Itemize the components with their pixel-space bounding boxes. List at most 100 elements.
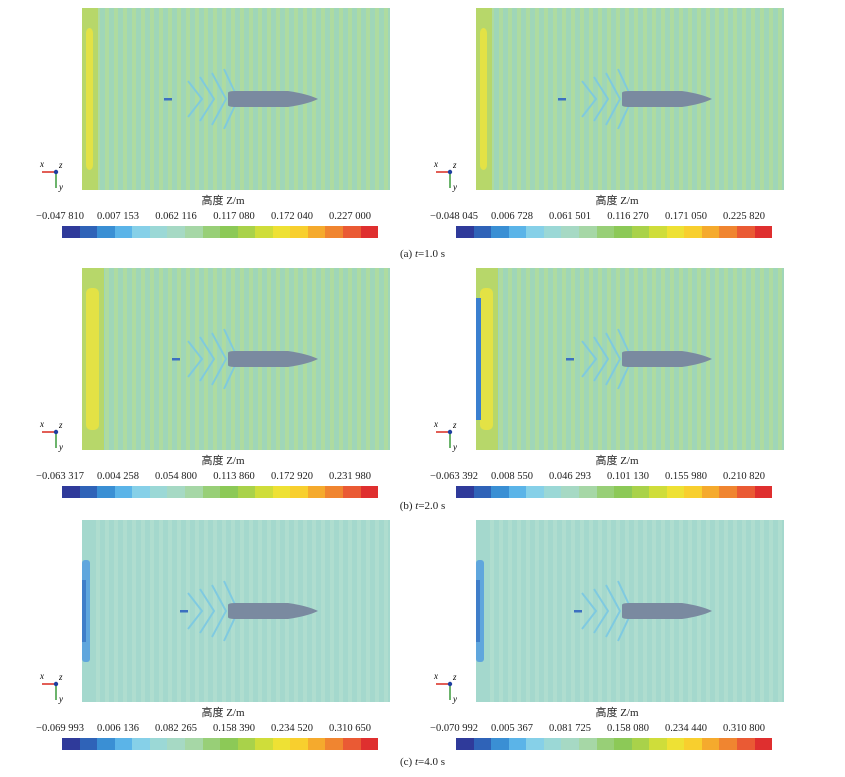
x-label: x [39, 160, 44, 169]
colorbar-swatch [649, 738, 667, 750]
colorbar [62, 486, 379, 498]
colorbar-swatch [614, 486, 632, 498]
colorbar-tick-label: 0.117 080 [213, 211, 255, 222]
colorbar [62, 226, 379, 238]
colorbar-tick-label: −0.069 993 [36, 723, 84, 734]
colorbar-tick-label: −0.047 810 [36, 211, 84, 222]
z-label: z [58, 420, 63, 430]
colorbar-swatch [220, 486, 238, 498]
colorbar-tick-label: 0.158 080 [607, 723, 649, 734]
colorbar [62, 738, 379, 750]
colorbar-title: 高度 Z/m [595, 707, 639, 719]
colorbar-swatch [167, 486, 185, 498]
z-label: z [58, 160, 63, 170]
caption-variable: t [415, 500, 419, 512]
x-label: x [39, 672, 44, 681]
marker [180, 610, 188, 613]
colorbar-swatch [79, 486, 98, 498]
marker [164, 98, 172, 101]
colorbar-swatch [666, 226, 685, 238]
colorbar-swatch [220, 738, 238, 750]
colorbar-swatch [307, 486, 326, 498]
colorbar-title: 高度 Z/m [201, 195, 245, 207]
subfigure-caption: (b) t=2.0 s [0, 500, 845, 512]
colorbar-swatch [543, 226, 562, 238]
colorbar-swatch [290, 738, 308, 750]
colorbar-ticks: −0.063 317 0.004 258 0.054 800 0.113 860 0.1… [36, 471, 380, 485]
colorbar-tick-label: 0.006 728 [491, 211, 533, 222]
contour-panel: x z y 高度 Z/m −0.048 045 0.006 728 0.061 501 0.1… [430, 8, 784, 240]
colorbar-swatch [456, 486, 474, 498]
colorbar-swatch [719, 738, 737, 750]
axes-triad: x z y [39, 420, 63, 452]
colorbar-swatch [526, 226, 544, 238]
colorbar-swatch [325, 738, 343, 750]
colorbar-swatch [754, 226, 773, 238]
wave-field [82, 8, 390, 190]
colorbar-tick-label: 0.113 860 [213, 471, 255, 482]
colorbar-tick-label: 0.158 390 [213, 723, 255, 734]
caption-prefix: (a) [399, 248, 415, 260]
caption-variable: t [414, 248, 419, 260]
colorbar-swatch [491, 738, 509, 750]
colorbar-swatch [184, 226, 203, 238]
colorbar-swatch [456, 226, 474, 238]
colorbar-ticks: −0.048 045 0.006 728 0.061 501 0.116 270 0.1… [430, 211, 774, 225]
colorbar-swatch [719, 486, 737, 498]
colorbar-swatch [561, 226, 579, 238]
colorbar-swatch [631, 738, 650, 750]
caption-variable: t [414, 756, 419, 768]
colorbar-tick-label: 0.046 293 [549, 471, 591, 482]
colorbar-tick-label: −0.063 317 [36, 471, 84, 482]
colorbar-tick-label: 0.116 270 [607, 211, 649, 222]
colorbar-swatch [184, 486, 203, 498]
colorbar-swatch [491, 226, 509, 238]
colorbar-tick-label: 0.234 440 [665, 723, 707, 734]
colorbar-swatch [701, 486, 720, 498]
wave-field [476, 268, 784, 450]
caption-suffix: =1.0 s [418, 248, 445, 260]
ship-hull [228, 603, 318, 619]
colorbar-swatch [754, 738, 773, 750]
colorbar-swatch [578, 738, 597, 750]
ship-hull [228, 91, 318, 107]
colorbar-tick-label: 0.054 800 [155, 471, 197, 482]
colorbar-swatch [167, 738, 185, 750]
colorbar-ticks: −0.069 993 0.006 136 0.082 265 0.158 390 0.2… [36, 723, 380, 737]
colorbar-swatch [149, 738, 168, 750]
colorbar-swatch [114, 226, 133, 238]
colorbar-swatch [561, 738, 579, 750]
ship-hull [228, 351, 318, 367]
colorbar-swatch [220, 226, 238, 238]
z-axis-dot [53, 429, 59, 435]
colorbar-swatch [149, 486, 168, 498]
colorbar-swatch [114, 486, 133, 498]
colorbar-swatch [167, 226, 185, 238]
colorbar [456, 738, 773, 750]
y-label: y [58, 182, 63, 192]
colorbar-swatch [473, 486, 492, 498]
colorbar-title: 高度 Z/m [201, 455, 245, 467]
colorbar-swatch [343, 486, 361, 498]
wave-field [82, 268, 390, 450]
colorbar-swatch [255, 226, 273, 238]
colorbar-swatch [701, 738, 720, 750]
colorbar-swatch [596, 486, 615, 498]
axes-triad: x z y [433, 160, 457, 192]
colorbar-swatch [272, 738, 291, 750]
x-label: x [39, 420, 44, 429]
colorbar-swatch [79, 738, 98, 750]
colorbar-tick-label: 0.172 040 [271, 211, 313, 222]
subfigure-caption: (a) t=1.0 s [0, 248, 845, 260]
colorbar-swatch [456, 738, 474, 750]
colorbar-tick-label: 0.082 265 [155, 723, 197, 734]
colorbar-ticks: −0.070 992 0.005 367 0.081 725 0.158 080 0.2… [430, 723, 774, 737]
colorbar-swatch [508, 738, 527, 750]
colorbar-swatch [684, 226, 702, 238]
z-label: z [452, 420, 457, 430]
x-label: x [433, 160, 438, 169]
contour-panel: x z y 高度 Z/m −0.069 993 0.006 136 0.082 265 0.1… [36, 520, 390, 752]
colorbar-tick-label: 0.225 820 [723, 211, 765, 222]
marker [172, 358, 180, 361]
colorbar-swatch [596, 738, 615, 750]
